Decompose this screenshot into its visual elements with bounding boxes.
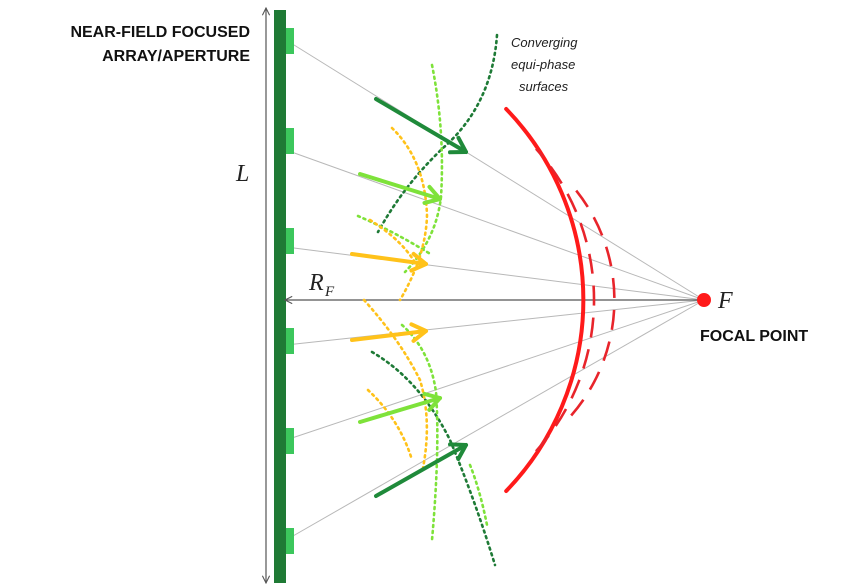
- propagation-arrow-inner-top-shaft: [350, 252, 428, 266]
- dotted-surface-light-green-short: [356, 214, 434, 257]
- dotted-surface-yellow-inner-bottom: [366, 388, 414, 462]
- ray-line-2: [285, 149, 705, 301]
- surfaces-label-line3: surfaces: [519, 79, 569, 94]
- ray-line-6: [285, 299, 705, 541]
- ray-line-4: [285, 299, 705, 346]
- dotted-surface-yellow-top: [390, 126, 429, 302]
- ray-line-1: [285, 39, 705, 301]
- aperture-elements: [286, 28, 294, 554]
- aperture-element-5: [286, 428, 294, 454]
- surfaces-label-line2: equi-phase: [511, 57, 575, 72]
- array-title-line1: NEAR-FIELD FOCUSED: [70, 24, 250, 41]
- focal-distance-label: R: [308, 270, 324, 296]
- propagation-arrow-outer-bottom: [374, 442, 468, 498]
- dotted-surface-dark-green-bottom: [370, 350, 497, 567]
- propagation-arrow-inner-top: [350, 251, 428, 273]
- focal-point-symbol: F: [717, 288, 733, 314]
- wavefront-dashed-2: [570, 183, 616, 417]
- array-title-line2: ARRAY/APERTURE: [102, 48, 250, 65]
- propagation-arrow-middle-top: [358, 172, 442, 205]
- dotted-surface-dark-green-top: [376, 33, 499, 234]
- propagation-arrow-middle-top-shaft: [358, 172, 442, 201]
- propagation-arrow-outer-bottom-head: [448, 442, 468, 461]
- surfaces-label-line1: Converging: [511, 35, 578, 50]
- aperture-element-3: [286, 228, 294, 254]
- length-label: L: [235, 161, 249, 187]
- propagation-arrow-inner-top-head: [409, 251, 428, 273]
- dotted-surface-yellow-bottom: [362, 298, 429, 470]
- propagation-arrow-middle-top-head: [422, 184, 442, 205]
- ray-line-3: [285, 246, 705, 301]
- propagation-arrow-outer-bottom-shaft: [374, 443, 468, 498]
- propagation-arrow-inner-bottom-shaft: [350, 329, 428, 342]
- dotted-surface-light-green-edge: [468, 463, 489, 527]
- propagation-arrows: [350, 97, 468, 498]
- propagation-arrow-outer-top: [374, 97, 468, 155]
- ray-line-5: [285, 299, 705, 441]
- propagation-arrow-outer-top-head: [448, 135, 468, 155]
- ray-lines: [285, 39, 705, 541]
- propagation-arrow-inner-bottom: [350, 322, 428, 343]
- focal-point-label: FOCAL POINT: [700, 328, 808, 345]
- focal-distance-subscript: F: [324, 284, 335, 300]
- aperture-element-1: [286, 28, 294, 54]
- propagation-arrow-inner-bottom-head: [409, 322, 428, 343]
- propagation-arrow-outer-top-shaft: [374, 97, 468, 154]
- propagation-arrow-middle-bottom: [358, 391, 442, 424]
- aperture-bar: [274, 10, 286, 583]
- wavefront-dashed-1: [535, 147, 596, 453]
- aperture-element-4: [286, 328, 294, 354]
- propagation-arrow-middle-bottom-shaft: [358, 396, 442, 424]
- propagation-arrow-middle-bottom-head: [422, 391, 442, 412]
- aperture-element-2: [286, 128, 294, 154]
- focal-point-marker: [697, 293, 711, 307]
- aperture-element-6: [286, 528, 294, 554]
